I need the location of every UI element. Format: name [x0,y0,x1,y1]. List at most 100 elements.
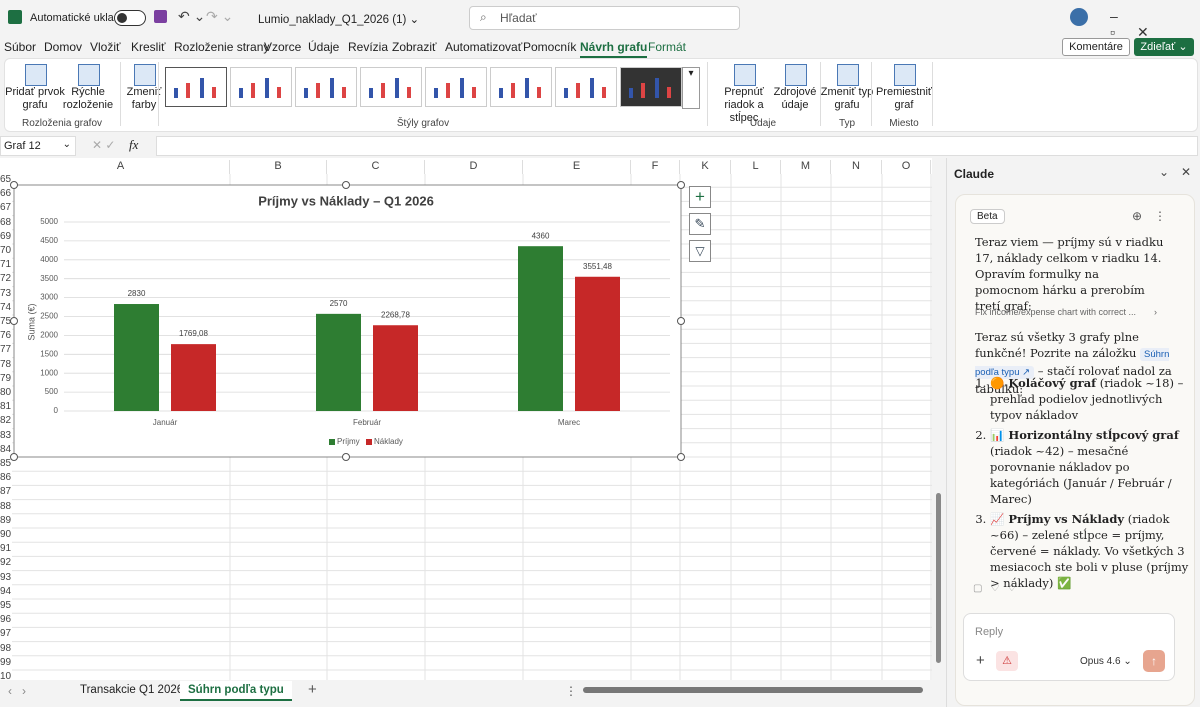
chart-style-thumbnail[interactable] [555,67,617,107]
menu-tab[interactable]: Súbor [4,40,37,54]
chart-styles-button[interactable]: ✎ [689,213,711,235]
warning-button[interactable]: ⚠ [996,651,1018,671]
column-header[interactable]: F [631,160,680,174]
row-header[interactable]: 68 [0,216,11,228]
column-header[interactable]: N [831,160,882,174]
formula-input[interactable] [156,136,1198,156]
ribbon-button[interactable]: Zmeniť farby [126,86,162,111]
row-header[interactable]: 70 [0,245,11,256]
ribbon-button[interactable]: Premiestniť graf [875,86,933,111]
column-header[interactable]: C [327,160,425,174]
ribbon-button[interactable]: Rýchle rozloženie [62,86,114,111]
redo-button[interactable]: ↷ ⌄ [206,8,234,24]
row-header[interactable]: 99 [0,656,11,668]
row-header[interactable]: 88 [0,500,11,512]
row-header[interactable]: 79 [0,372,11,384]
chart[interactable]: Príjmy vs Náklady – Q1 2026 Suma (€) 0 50… [10,181,686,462]
menu-tab[interactable]: Domov [44,40,83,54]
row-header[interactable]: 94 [0,585,11,597]
attach-button[interactable]: + [976,652,985,669]
chart-style-thumbnail[interactable] [165,67,227,107]
column-header[interactable]: K [680,160,731,174]
add-sheet-button[interactable]: + [308,681,317,698]
row-header[interactable]: 91 [0,543,11,555]
row-header[interactable]: 73 [0,287,11,299]
column-header[interactable]: D [425,160,523,174]
ribbon-button[interactable]: Zdrojové údaje [773,86,817,111]
menu-tab[interactable]: Vložiť [90,40,121,54]
autosave-toggle[interactable] [114,10,146,26]
chart-style-thumbnail[interactable] [230,67,292,107]
comments-button[interactable]: Komentáre [1062,38,1130,56]
row-header[interactable]: 74 [0,301,11,313]
menu-tab[interactable]: Formát [648,40,687,54]
panel-controls[interactable]: ⌄✕ [1159,165,1200,179]
menu-tab[interactable]: Automatizovať [445,40,523,54]
window-controls[interactable]: –▫✕ [1110,8,1171,40]
share-button[interactable]: Zdieľať ⌄ [1134,38,1194,56]
row-header[interactable]: 97 [0,628,11,640]
column-header[interactable]: O [882,160,931,174]
chart-elements-button[interactable]: + [689,186,711,208]
reply-box[interactable]: Reply + ⚠ Opus 4.6 ⌄ ↑ [963,613,1175,681]
chart-style-thumbnail[interactable] [425,67,487,107]
tool-call[interactable]: Fix income/expense chart with correct ..… [975,307,1157,317]
chart-style-thumbnail[interactable] [490,67,552,107]
row-header[interactable]: 92 [0,557,11,569]
vertical-scrollbar[interactable] [934,158,944,680]
row-header[interactable]: 98 [0,642,11,654]
row-header[interactable]: 72 [0,273,11,285]
column-header[interactable]: M [781,160,831,174]
column-header[interactable]: B [230,160,327,174]
row-header[interactable]: 67 [0,202,11,214]
row-header[interactable]: 89 [0,514,11,526]
selection-handles[interactable] [10,181,685,461]
column-header[interactable]: L [731,160,781,174]
ribbon-button[interactable]: Pridať prvok grafu [5,86,65,111]
row-header[interactable]: 90 [0,529,11,540]
menu-tab[interactable]: Kresliť [131,40,166,54]
save-button[interactable] [154,10,167,23]
ribbon-button[interactable]: Prepnúť riadok a stĺpec [724,86,764,124]
column-header[interactable]: A [12,160,230,174]
ribbon-button[interactable]: Zmeniť typ grafu [820,86,874,111]
fx-button[interactable]: fx [129,137,139,152]
row-header[interactable]: 83 [0,429,11,441]
row-header[interactable]: 87 [0,486,11,498]
menu-tab[interactable]: Návrh grafu [580,40,648,58]
row-header[interactable]: 66 [0,188,11,200]
menu-tab[interactable]: Zobraziť [392,40,437,54]
chat-actions[interactable]: ⊕⋮ [1132,209,1179,223]
row-header[interactable]: 81 [0,401,11,413]
account-avatar[interactable] [1070,8,1088,26]
menu-tab[interactable]: Údaje [308,40,340,54]
row-header[interactable]: 78 [0,358,11,370]
row-header[interactable]: 65 [0,174,11,185]
row-header[interactable]: 85 [0,458,11,469]
row-header[interactable]: 80 [0,387,11,398]
horizontal-scrollbar[interactable] [583,687,923,693]
row-header[interactable]: 96 [0,614,11,626]
menu-tab[interactable]: Revízia [348,40,389,54]
row-header[interactable]: 86 [0,472,11,484]
row-header[interactable]: 100 [0,671,11,682]
row-header[interactable]: 93 [0,571,11,583]
row-header[interactable]: 77 [0,344,11,356]
row-header[interactable]: 76 [0,330,11,342]
menu-tab[interactable]: Vzorce [264,40,302,54]
column-header[interactable]: E [523,160,631,174]
message-actions[interactable]: ▢♡♢ [973,583,1025,594]
row-header[interactable]: 75 [0,316,11,327]
chart-style-thumbnail[interactable] [360,67,422,107]
undo-button[interactable]: ↶ ⌄ [178,8,206,24]
search-box[interactable]: ⌕ Hľadať [469,6,740,30]
chart-style-thumbnail[interactable] [620,67,682,107]
chart-filters-button[interactable]: ▽ [689,240,711,262]
row-header[interactable]: 95 [0,600,11,611]
menu-tab[interactable]: Rozloženie strany [174,40,270,54]
row-header[interactable]: 82 [0,415,11,427]
file-name[interactable]: Lumio_naklady_Q1_2026 (1) ⌄ [258,14,420,26]
sheet-tab[interactable]: Súhrn podľa typu [180,681,292,701]
row-header[interactable]: 71 [0,259,11,271]
send-button[interactable]: ↑ [1143,650,1165,672]
